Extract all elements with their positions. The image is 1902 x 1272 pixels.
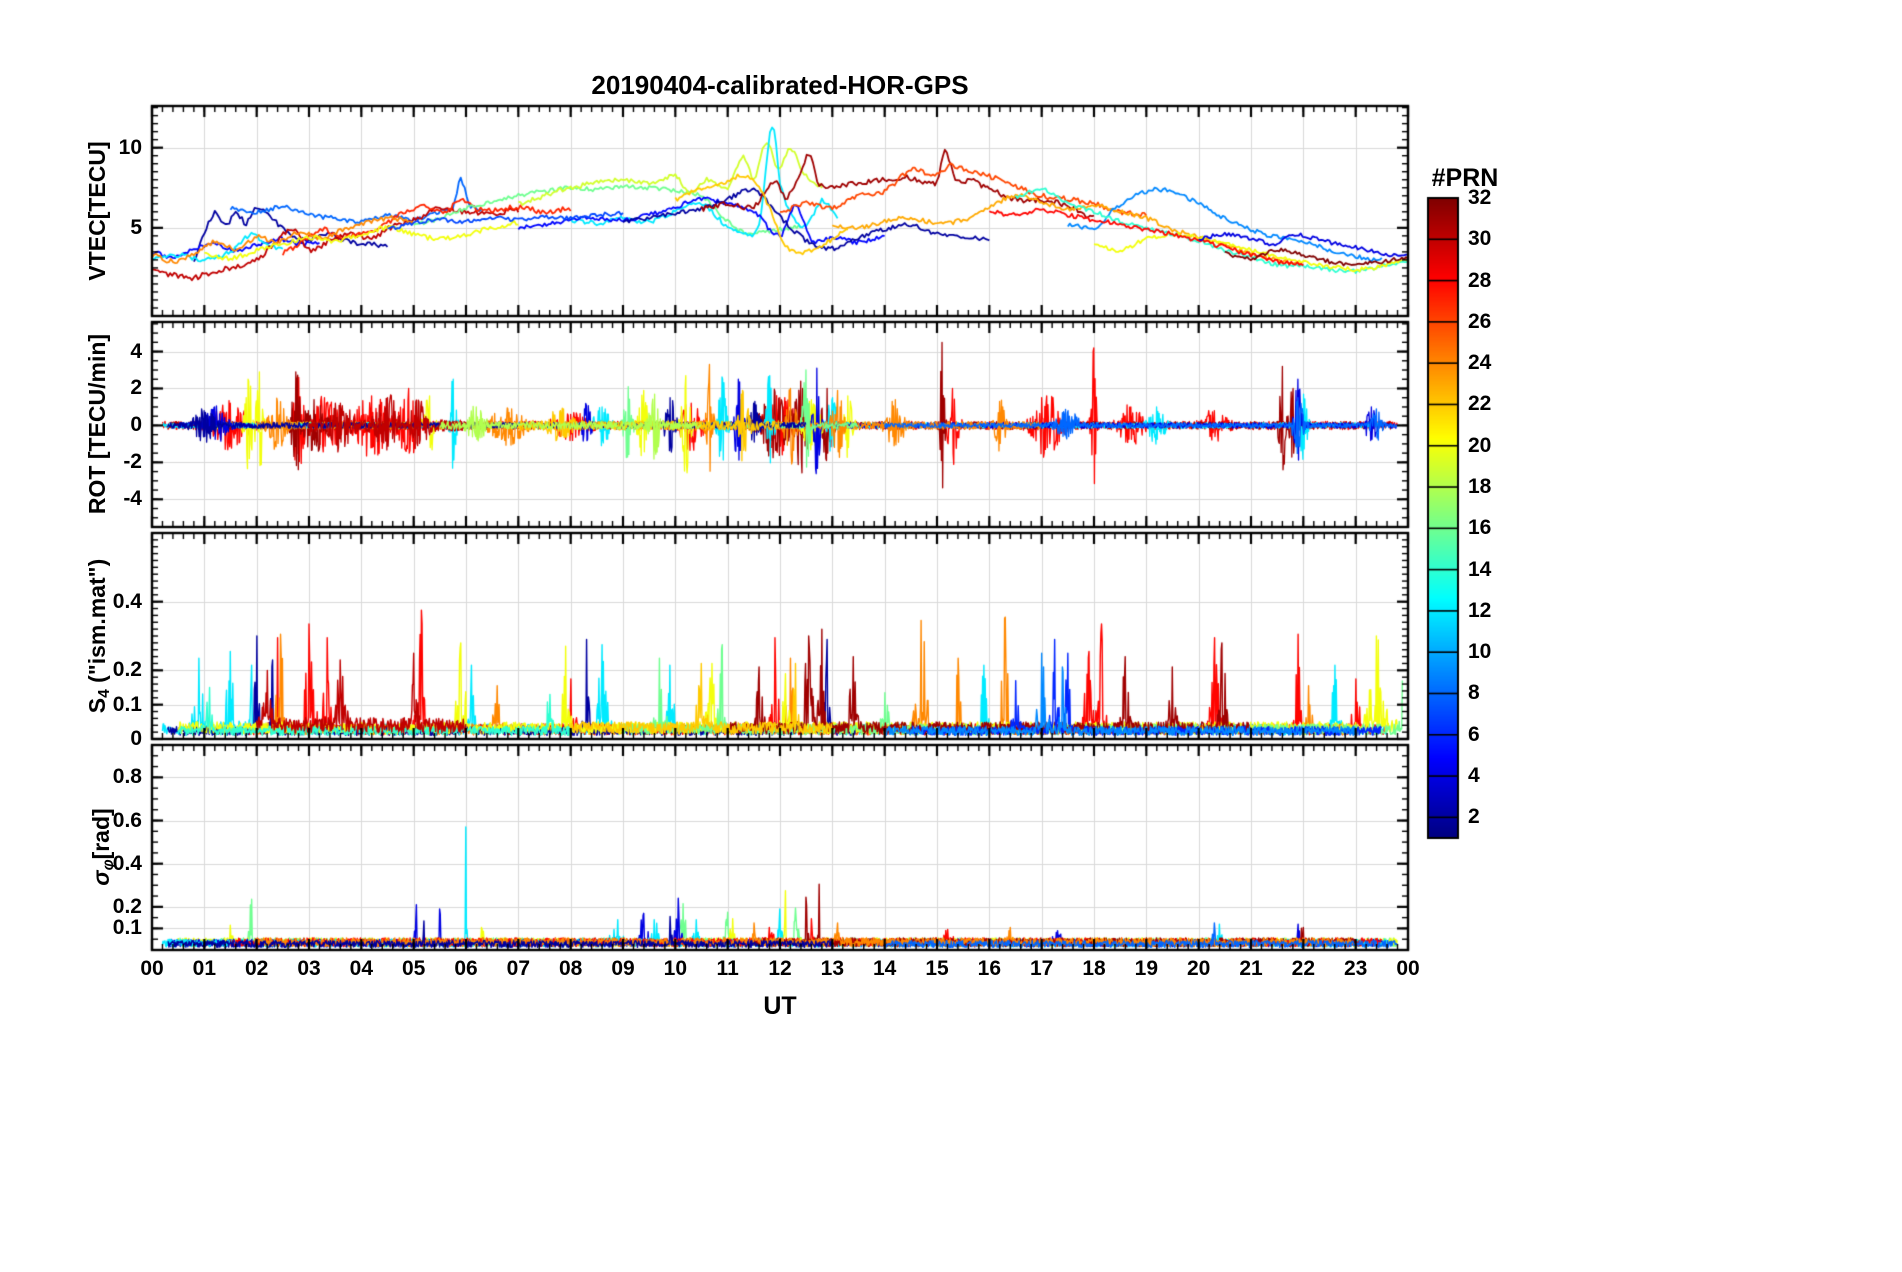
x-tick-label: 21 <box>1239 957 1263 980</box>
x-tick-label: 16 <box>977 957 1001 980</box>
x-tick-label: 11 <box>716 957 739 980</box>
colorbar-tick-label: 12 <box>1468 598 1492 622</box>
y-tick-label: 0.1 <box>112 692 142 716</box>
x-tick-label: 04 <box>349 957 373 980</box>
x-tick-label: 12 <box>768 957 792 980</box>
colorbar-tick-label: 16 <box>1468 516 1492 540</box>
x-tick-label: 06 <box>454 957 478 980</box>
x-tick-label: 08 <box>558 957 583 980</box>
colorbar-tick-label: 6 <box>1468 722 1480 746</box>
y-tick-label: 2 <box>130 376 142 400</box>
colorbar-title: #PRN <box>1431 164 1499 192</box>
x-tick-label: 17 <box>1029 957 1054 980</box>
colorbar-tick-label: 32 <box>1468 186 1492 209</box>
x-tick-label: 14 <box>872 957 897 980</box>
x-tick-label: 03 <box>297 957 321 980</box>
y-tick-label: 0.2 <box>112 658 142 682</box>
x-tick-label: 23 <box>1343 957 1368 980</box>
y-tick-label: 0.4 <box>112 851 142 875</box>
x-tick-label: 05 <box>401 957 426 980</box>
x-axis-label: UT <box>763 992 797 1020</box>
y-axis-label-vtec: VTEC[TECU] <box>83 141 110 281</box>
x-tick-label: 10 <box>663 957 687 980</box>
y-tick-label: 10 <box>118 135 142 159</box>
y-tick-label: -2 <box>123 450 142 474</box>
colorbar-tick-label: 8 <box>1468 681 1480 705</box>
y-tick-label: 0.6 <box>112 808 142 832</box>
x-tick-label: 19 <box>1134 957 1158 980</box>
x-tick-label: 13 <box>820 957 844 980</box>
colorbar-tick-label: 24 <box>1468 351 1492 375</box>
colorbar-tick-label: 20 <box>1468 433 1492 457</box>
colorbar-tick-label: 28 <box>1468 268 1492 292</box>
x-tick-label: 15 <box>925 957 949 980</box>
colorbar-tick-label: 26 <box>1468 309 1492 333</box>
chart-title: 20190404-calibrated-HOR-GPS <box>591 70 969 100</box>
colorbar-tick-label: 2 <box>1468 805 1480 829</box>
x-tick-label: 00 <box>1396 957 1420 980</box>
y-tick-label: 0 <box>130 727 142 750</box>
y-axis-label-s4: S4 ("ism.mat") <box>83 558 114 714</box>
x-tick-label: 20 <box>1186 957 1211 980</box>
y-tick-label: 0 <box>130 413 142 437</box>
y-tick-label: -4 <box>123 487 142 511</box>
x-tick-label: 09 <box>611 957 635 980</box>
colorbar-tick-label: 4 <box>1468 764 1480 788</box>
y-tick-label: 5 <box>130 215 142 239</box>
x-tick-label: 01 <box>192 957 216 980</box>
y-tick-label: 0.8 <box>112 765 142 789</box>
colorbar-tick-label: 22 <box>1468 392 1492 416</box>
y-tick-label: 0.4 <box>112 589 142 613</box>
x-tick-label: 22 <box>1291 957 1315 980</box>
y-tick-label: 0.1 <box>112 916 142 940</box>
x-tick-label: 07 <box>506 957 530 980</box>
colorbar-tick-label: 10 <box>1468 640 1492 664</box>
y-tick-label: 0.2 <box>112 894 142 918</box>
colorbar-tick-label: 14 <box>1468 557 1492 581</box>
y-tick-label: 4 <box>130 339 142 363</box>
colorbar-tick-label: 30 <box>1468 227 1492 251</box>
colorbar-tick-label: 18 <box>1468 475 1492 499</box>
x-tick-label: 02 <box>244 957 269 980</box>
x-tick-label: 00 <box>140 957 164 980</box>
x-tick-label: 18 <box>1082 957 1106 980</box>
